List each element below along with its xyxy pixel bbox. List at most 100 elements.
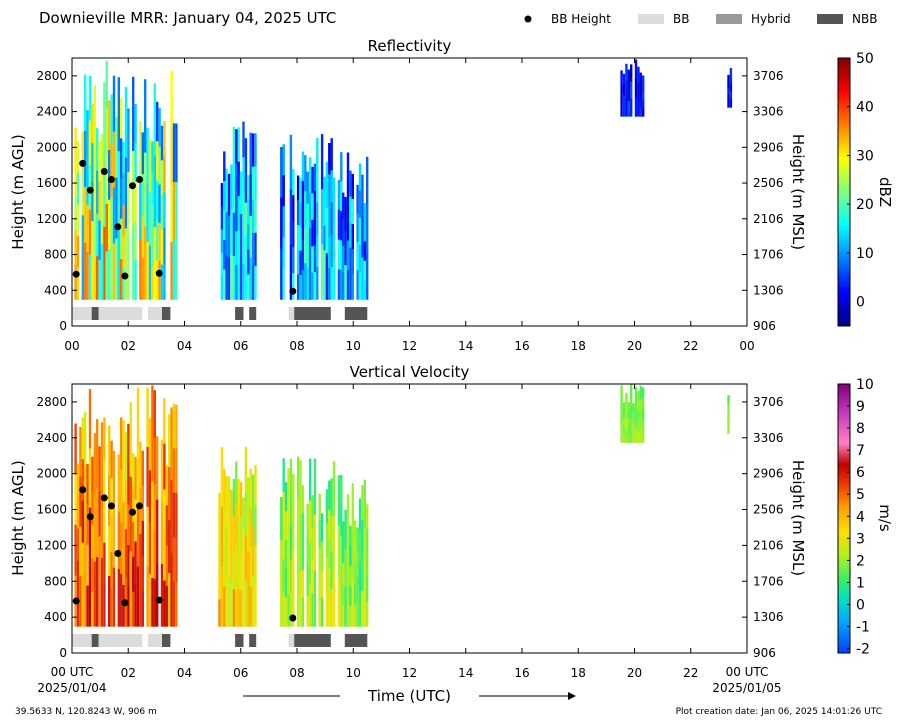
y-tick-label: 800 [44,574,67,588]
echo-cell-0 [146,127,149,186]
echo-cell-1 [242,529,245,563]
echo-cell-2 [316,170,319,204]
echo-cell-0 [122,267,125,300]
echo-cell-4 [627,418,630,427]
echo-cell-1 [232,126,236,171]
echo-cell-0 [163,192,166,229]
echo-cell-4 [627,434,630,443]
echo-cell-1 [235,197,238,232]
echo-cell-0 [91,490,94,525]
echo-cell-2 [323,225,326,251]
echo-cell-2 [296,274,300,300]
echo-cell-0 [122,420,125,462]
echo-cell-0 [158,108,161,147]
echo-cell-0 [153,83,156,156]
echo-cell-2 [284,539,288,570]
echo-cell-1 [247,200,250,226]
bb-class-segment [162,634,171,647]
echo-cell-2 [337,209,341,241]
echo-cell-2 [311,272,314,300]
echo-cell-2 [289,189,293,245]
x-tick-label: 02 [121,339,136,353]
echo-cell-2 [287,563,290,596]
echo-cell-1 [220,252,224,277]
echo-cell-0 [129,401,132,478]
y-right-tick-label: 2106 [753,538,784,552]
echo-cell-4 [620,100,623,117]
echo-cell-1 [235,502,238,545]
echo-cell-4 [625,392,628,406]
y-right-tick-label: 1306 [753,610,784,624]
bb-class-segment [249,307,257,320]
echo-cell-5 [727,425,730,434]
echo-cell-0 [127,423,130,465]
echo-cell-0 [160,264,164,300]
echo-cell-4 [642,108,645,117]
echo-cell-0 [163,263,166,300]
colorbar-tick-label: 4 [856,509,865,525]
echo-cell-0 [103,82,106,156]
bb-height-point [100,168,108,175]
y-tick-label: 1200 [36,538,67,552]
echo-cell-0 [120,98,123,139]
echo-cell-2 [289,525,293,560]
station-location: 39.5633 N, 120.8243 W, 906 m [15,707,157,717]
echo-cell-1 [230,164,233,210]
y-right-tick-label: 2506 [753,176,784,190]
echo-cell-1 [220,229,224,254]
echo-cell-0 [146,566,149,627]
echo-cell-5 [727,402,730,412]
echo-cell-1 [237,479,240,517]
echo-cell-3 [366,577,369,603]
echo-cell-0 [175,449,178,494]
echo-cell-2 [325,207,329,255]
echo-cell-0 [81,584,84,627]
echo-cell-2 [284,511,288,541]
echo-cell-0 [124,87,128,159]
echo-cell-2 [287,594,290,627]
echo-cell-3 [358,272,362,300]
echo-cell-5 [729,75,733,85]
echo-cell-3 [356,270,359,300]
echo-cell-1 [249,257,252,300]
echo-cell-0 [74,423,77,475]
echo-cell-0 [170,184,173,243]
echo-cell-4 [637,66,640,84]
echo-cell-0 [112,450,116,510]
echo-cell-1 [251,266,255,300]
echo-cell-3 [354,605,357,627]
echo-cell-0 [112,75,116,133]
echo-cell-0 [117,511,120,570]
x-tick-label: 14 [458,339,473,353]
echo-cell-0 [84,130,87,188]
echo-cell-3 [344,231,347,266]
echo-cell-4 [637,432,640,443]
echo-cell-2 [318,599,321,627]
echo-cell-0 [136,566,140,627]
echo-cell-0 [91,104,94,144]
echo-cell-3 [351,578,354,627]
echo-cell-3 [356,527,359,553]
echo-cell-3 [351,173,354,200]
echo-cell-0 [170,407,173,481]
bb-height-layer [72,159,297,295]
echo-cell-2 [328,567,331,598]
echo-cell-0 [175,537,178,583]
echo-cell-0 [98,446,101,492]
echo-cell-3 [349,565,352,587]
echo-cell-2 [296,200,300,226]
echo-cell-2 [280,197,283,249]
echo-cell-0 [124,529,128,579]
echo-cell-0 [163,535,166,582]
echo-cell-0 [172,181,176,242]
echo-cell-1 [251,133,255,168]
echo-cell-2 [320,244,324,300]
echo-cell-2 [332,571,336,627]
echo-cell-3 [349,545,352,567]
echo-cell-0 [105,108,108,157]
bb-class-segment [235,307,244,320]
echo-cell-2 [325,161,329,209]
echo-cell-2 [299,177,302,203]
echo-cell-5 [727,410,730,419]
x-tick-label: 18 [571,666,586,680]
